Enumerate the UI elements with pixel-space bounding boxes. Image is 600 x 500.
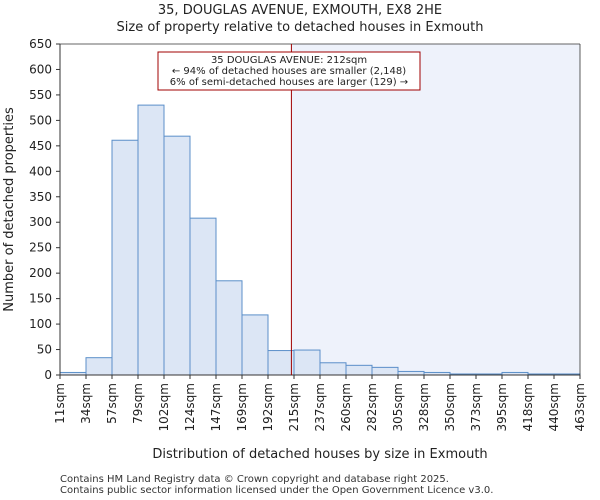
- x-tick-label: 102sqm: [157, 383, 171, 431]
- x-tick-label: 237sqm: [313, 383, 327, 431]
- x-tick-label: 147sqm: [209, 383, 223, 431]
- y-tick-label: 300: [29, 215, 52, 229]
- y-tick-label: 600: [29, 62, 52, 76]
- x-tick-label: 192sqm: [261, 383, 275, 431]
- y-tick-label: 550: [29, 88, 52, 102]
- histogram-bar: [215, 280, 243, 376]
- annotation-box: [157, 51, 421, 91]
- y-tick-label: 250: [29, 241, 52, 255]
- y-tick-label: 50: [37, 343, 52, 357]
- histogram-bar: [241, 314, 269, 376]
- annotation-line: 6% of semi-detached houses are larger (1…: [170, 77, 408, 88]
- x-tick-label: 11sqm: [53, 383, 67, 424]
- x-tick-label: 260sqm: [339, 383, 353, 431]
- x-tick-label: 373sqm: [469, 383, 483, 431]
- footer-line-1: Contains HM Land Registry data © Crown c…: [60, 474, 449, 485]
- x-tick-label: 34sqm: [79, 383, 93, 424]
- x-tick-label: 169sqm: [235, 383, 249, 431]
- annotation-line: 35 DOUGLAS AVENUE: 212sqm: [211, 55, 367, 66]
- footer-line-2: Contains public sector information licen…: [60, 485, 494, 496]
- y-tick-label: 450: [29, 139, 52, 153]
- y-axis-title: Number of detached properties: [2, 107, 17, 312]
- x-tick-label: 215sqm: [287, 383, 301, 431]
- chart-subtitle: Size of property relative to detached ho…: [116, 20, 484, 35]
- y-tick-label: 650: [29, 37, 52, 51]
- y-tick-label: 500: [29, 113, 52, 127]
- x-tick-label: 418sqm: [521, 383, 535, 431]
- larger-region-shade: [291, 44, 580, 375]
- histogram-bar: [371, 366, 399, 376]
- y-tick-label: 100: [29, 317, 52, 331]
- histogram-bar: [111, 139, 139, 376]
- x-tick-label: 440sqm: [547, 383, 561, 431]
- histogram-bar: [267, 350, 295, 376]
- chart-title: 35, DOUGLAS AVENUE, EXMOUTH, EX8 2HE: [157, 3, 443, 18]
- y-tick-label: 0: [44, 368, 52, 382]
- x-axis-title: Distribution of detached houses by size …: [152, 447, 487, 462]
- x-tick-label: 282sqm: [365, 383, 379, 431]
- histogram-bar: [319, 362, 347, 376]
- histogram-bar: [189, 217, 217, 376]
- x-tick-label: 463sqm: [573, 383, 587, 431]
- x-tick-label: 305sqm: [391, 383, 405, 431]
- histogram-bar: [293, 349, 321, 376]
- x-tick-label: 57sqm: [105, 383, 119, 424]
- x-tick-label: 79sqm: [131, 383, 145, 424]
- histogram-chart: 35 DOUGLAS AVENUE: 212sqm← 94% of detach…: [2, 37, 587, 462]
- x-tick-label: 328sqm: [417, 383, 431, 431]
- x-tick-label: 395sqm: [495, 383, 509, 431]
- histogram-bar: [163, 135, 191, 376]
- y-tick-label: 400: [29, 164, 52, 178]
- histogram-bar: [345, 364, 373, 376]
- y-tick-label: 350: [29, 190, 52, 204]
- y-tick-label: 150: [29, 292, 52, 306]
- x-tick-label: 124sqm: [183, 383, 197, 431]
- annotation-line: ← 94% of detached houses are smaller (2,…: [172, 66, 406, 77]
- histogram-bar: [137, 104, 165, 376]
- x-tick-label: 350sqm: [443, 383, 457, 431]
- histogram-bar: [397, 370, 425, 376]
- histogram-bar: [85, 357, 113, 376]
- y-tick-label: 200: [29, 266, 52, 280]
